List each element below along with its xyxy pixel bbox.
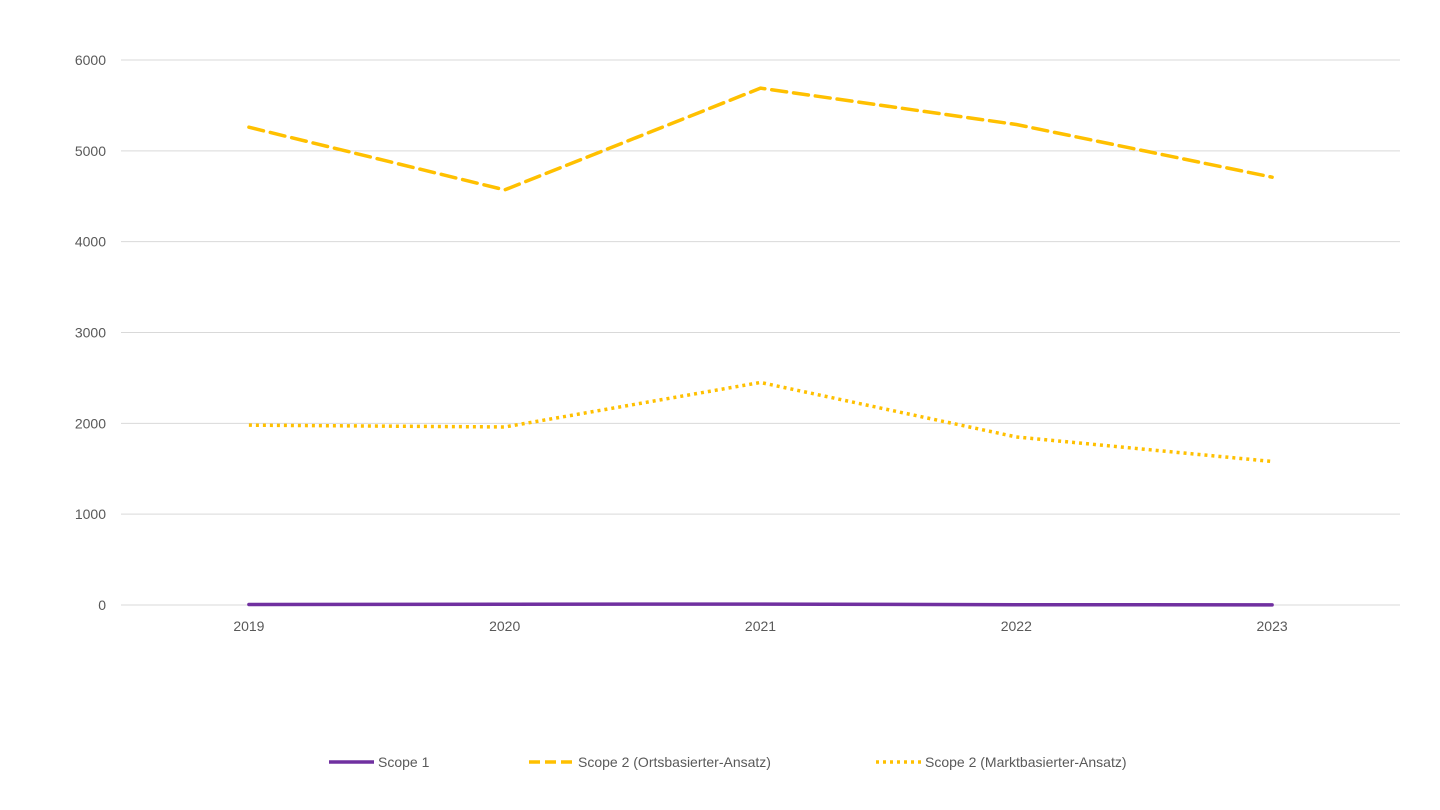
legend: Scope 1 Scope 2 (Ortsbasierter-Ansatz) Sco… (329, 754, 1127, 770)
legend-label-3: Scope 2 (Marktbasierter-Ansatz) (925, 754, 1127, 770)
legend-label-1: Scope 1 (378, 754, 430, 770)
series-line-2 (247, 86, 1274, 192)
x-tick-label: 2019 (233, 618, 264, 634)
series-line-3 (248, 380, 1273, 464)
x-tick-label: 2022 (1001, 618, 1032, 634)
y-tick-label: 2000 (75, 415, 106, 431)
y-axis: 0 1000 2000 3000 4000 5000 6000 (75, 52, 106, 613)
grid-layer (121, 59, 1400, 606)
series-layer (247, 86, 1274, 607)
y-tick-label: 0 (98, 597, 106, 613)
y-tick-label: 5000 (75, 143, 106, 159)
y-tick-label: 1000 (75, 506, 106, 522)
x-tick-label: 2020 (489, 618, 520, 634)
x-tick-label: 2023 (1257, 618, 1288, 634)
y-tick-label: 6000 (75, 52, 106, 68)
y-tick-label: 4000 (75, 234, 106, 250)
y-tick-label: 3000 (75, 325, 106, 341)
x-tick-label: 2021 (745, 618, 776, 634)
x-axis: 2019 2020 2021 2022 2023 (233, 618, 1288, 634)
legend-label-2: Scope 2 (Ortsbasierter-Ansatz) (578, 754, 771, 770)
series-line-1 (247, 602, 1274, 607)
